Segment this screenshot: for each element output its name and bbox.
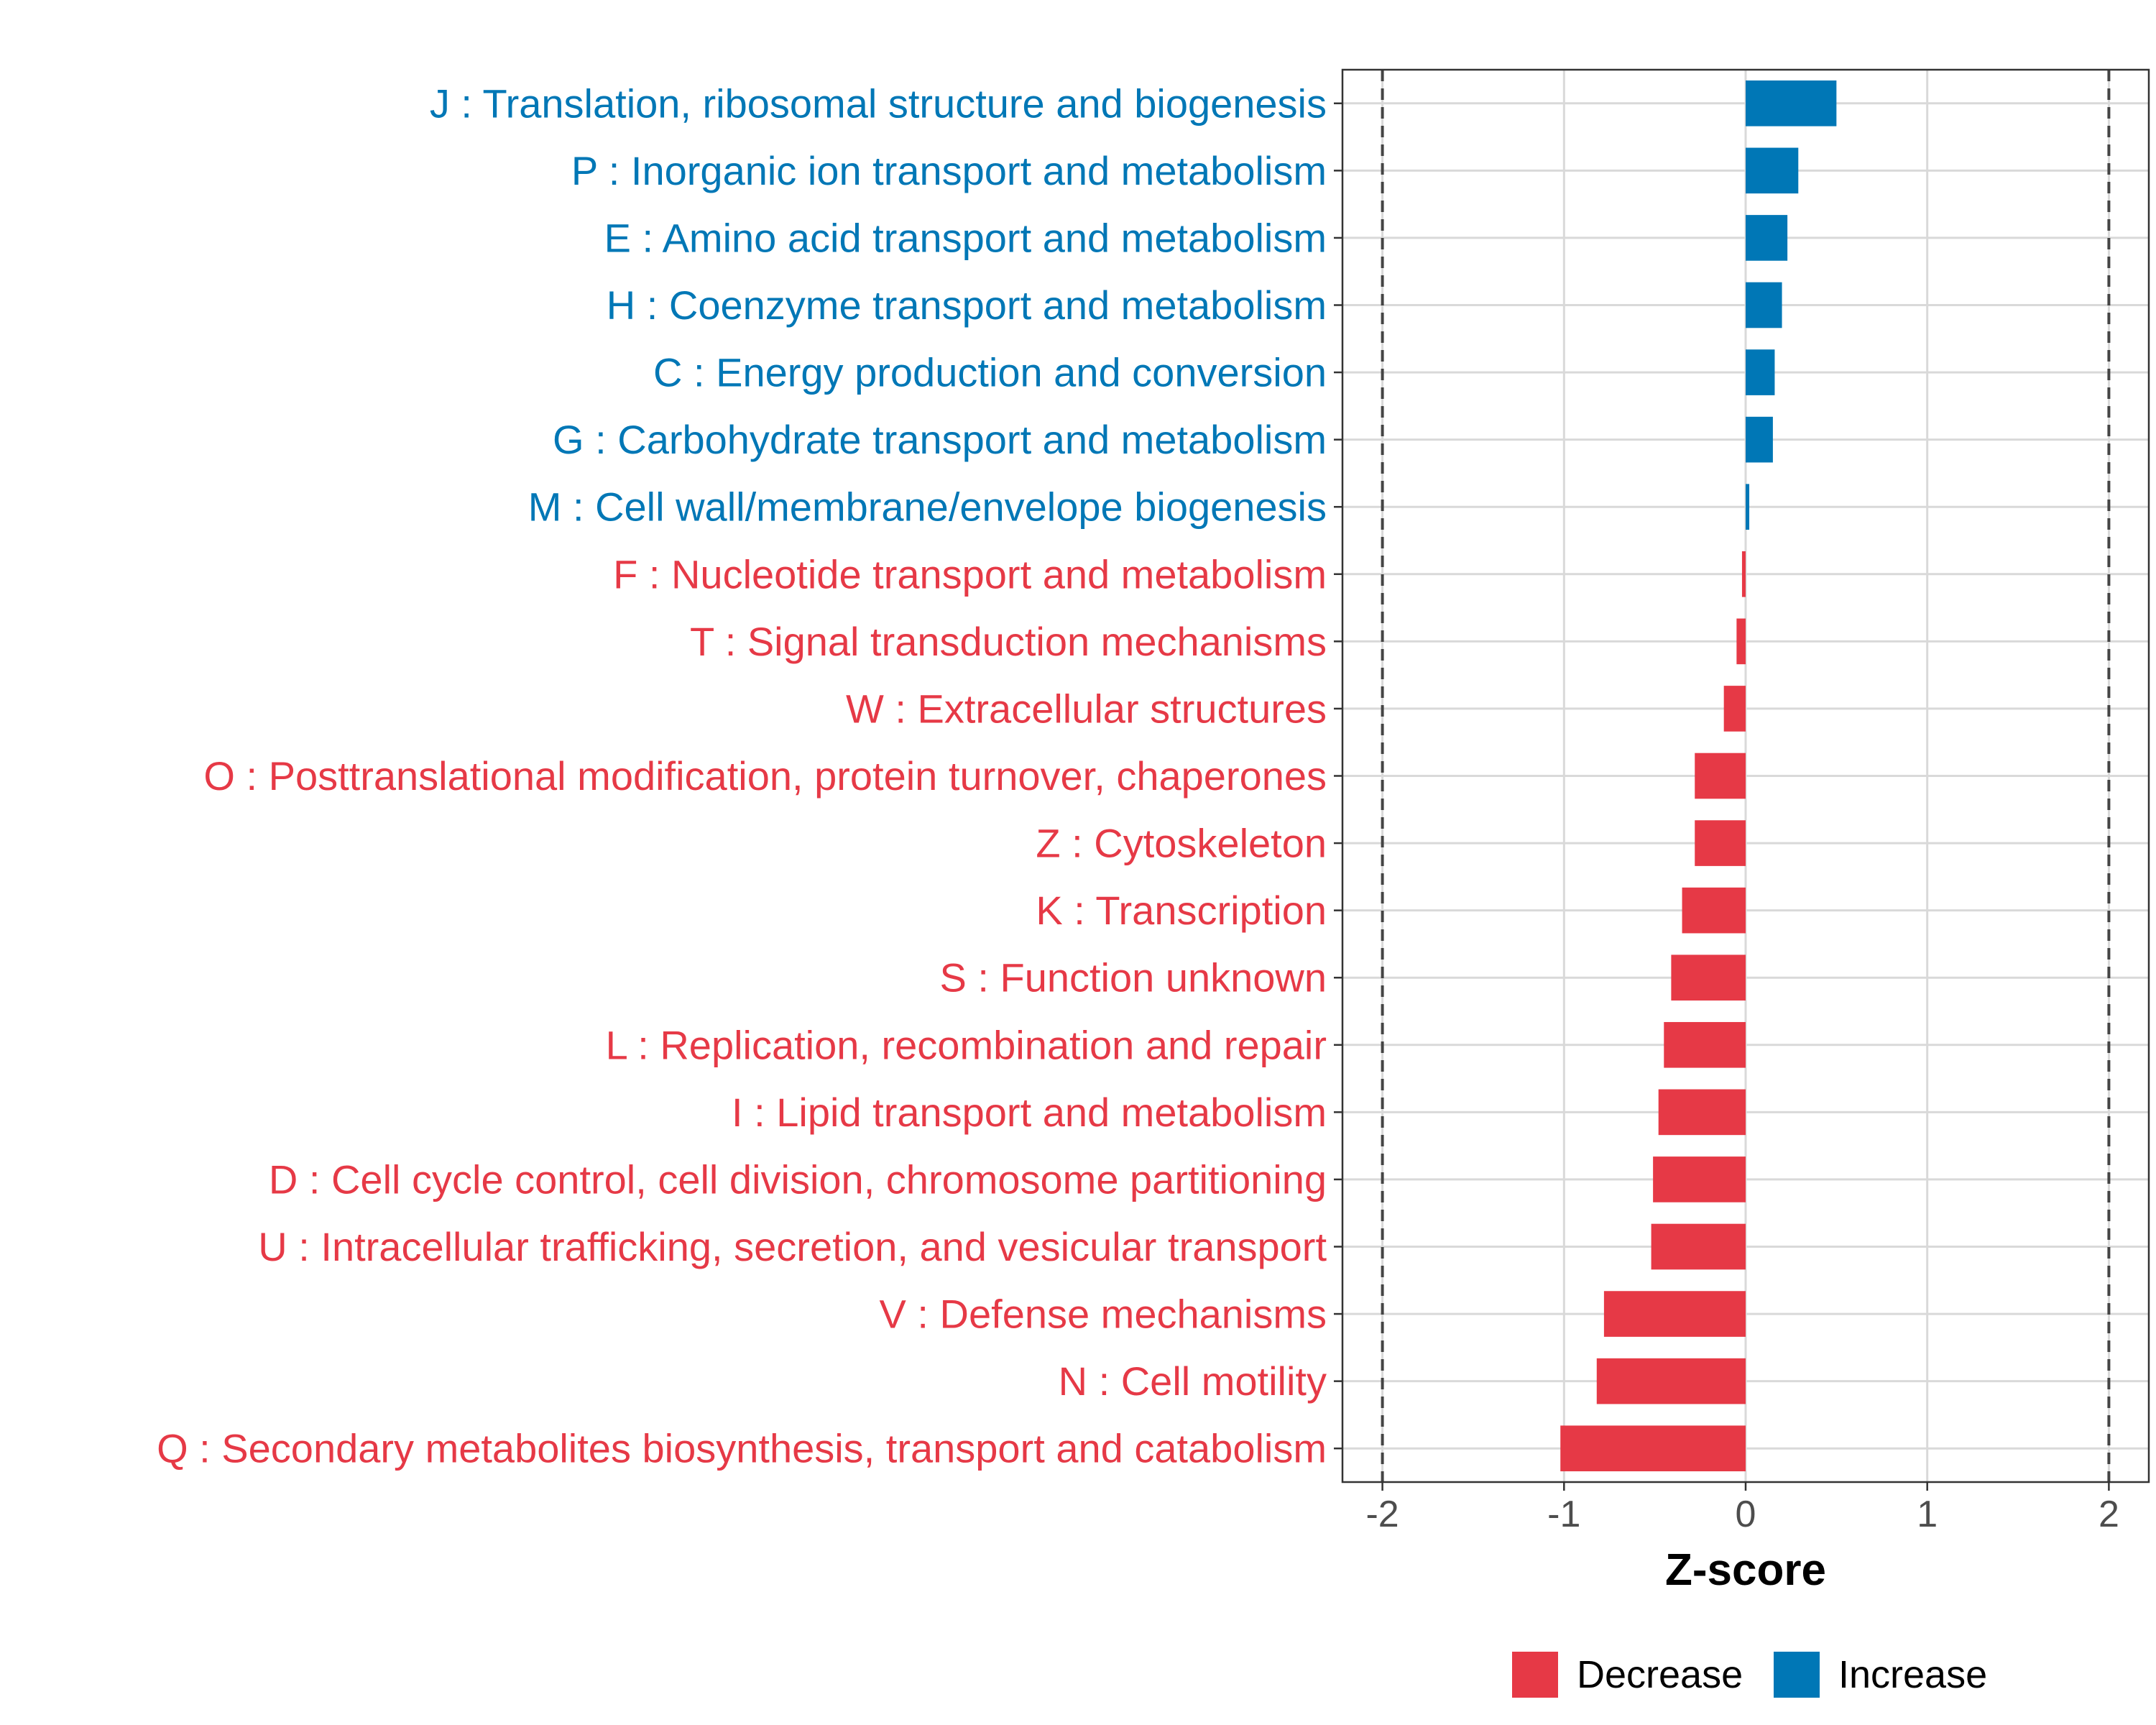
category-label: N : Cell motility [1059, 1358, 1327, 1404]
category-label: P : Inorganic ion transport and metaboli… [571, 148, 1327, 193]
y-axis-category-labels: J : Translation, ribosomal structure and… [157, 80, 1327, 1471]
bar [1653, 1156, 1746, 1202]
category-label: H : Coenzyme transport and metabolism [607, 282, 1327, 328]
bars [1560, 80, 1837, 1472]
x-tick-label: 1 [1917, 1494, 1938, 1535]
category-label: Z : Cytoskeleton [1036, 821, 1327, 866]
bar [1746, 349, 1775, 395]
category-label: Q : Secondary metabolites biosynthesis, … [157, 1426, 1327, 1471]
x-axis-ticks: -2 -1 0 1 2 [1365, 1482, 2119, 1535]
bar [1736, 618, 1746, 665]
legend: Decrease Increase [1512, 1652, 1987, 1698]
bar [1664, 1021, 1746, 1068]
bar [1658, 1089, 1746, 1136]
legend-swatch [1512, 1652, 1558, 1698]
x-tick-label: 2 [2099, 1494, 2119, 1535]
x-tick-label: 0 [1736, 1494, 1756, 1535]
category-label: G : Carbohydrate transport and metabolis… [553, 417, 1327, 462]
bar [1746, 484, 1750, 530]
x-tick-label: -2 [1365, 1494, 1399, 1535]
legend-label: Increase [1838, 1653, 1987, 1696]
category-label: C : Energy production and conversion [653, 350, 1327, 395]
bar [1723, 686, 1746, 732]
bar [1671, 954, 1746, 1001]
category-label: M : Cell wall/membrane/envelope biogenes… [528, 484, 1327, 530]
bar [1741, 551, 1746, 597]
bar [1746, 416, 1773, 463]
x-tick-label: -1 [1547, 1494, 1580, 1535]
bar [1746, 215, 1788, 261]
bar [1651, 1223, 1746, 1270]
bar [1695, 820, 1746, 866]
y-axis-ticks [1334, 102, 1342, 1450]
category-label: L : Replication, recombination and repai… [606, 1022, 1327, 1067]
category-label: E : Amino acid transport and metabolism [604, 215, 1327, 260]
bar [1695, 753, 1746, 799]
bar [1746, 80, 1837, 126]
category-label: T : Signal transduction mechanisms [690, 619, 1327, 664]
x-axis-title: Z-score [1665, 1545, 1826, 1595]
category-label: W : Extracellular structures [846, 686, 1327, 731]
bar [1560, 1425, 1746, 1472]
category-label: S : Function unknown [939, 955, 1327, 1000]
category-label: F : Nucleotide transport and metabolism [613, 551, 1327, 597]
bar [1596, 1358, 1746, 1404]
category-label: O : Posttranslational modification, prot… [203, 753, 1327, 799]
bar [1603, 1291, 1746, 1337]
bar [1746, 282, 1782, 328]
legend-swatch [1774, 1652, 1820, 1698]
category-label: K : Transcription [1036, 888, 1327, 933]
reference-lines [1381, 70, 2111, 1482]
legend-label: Decrease [1577, 1653, 1743, 1696]
bar [1682, 887, 1746, 934]
category-label: U : Intracellular trafficking, secretion… [258, 1224, 1327, 1269]
category-label: V : Defense mechanisms [880, 1292, 1327, 1337]
category-label: J : Translation, ribosomal structure and… [430, 80, 1327, 126]
category-label: D : Cell cycle control, cell division, c… [269, 1156, 1327, 1202]
bar [1746, 147, 1799, 194]
category-label: I : Lipid transport and metabolism [732, 1090, 1327, 1135]
